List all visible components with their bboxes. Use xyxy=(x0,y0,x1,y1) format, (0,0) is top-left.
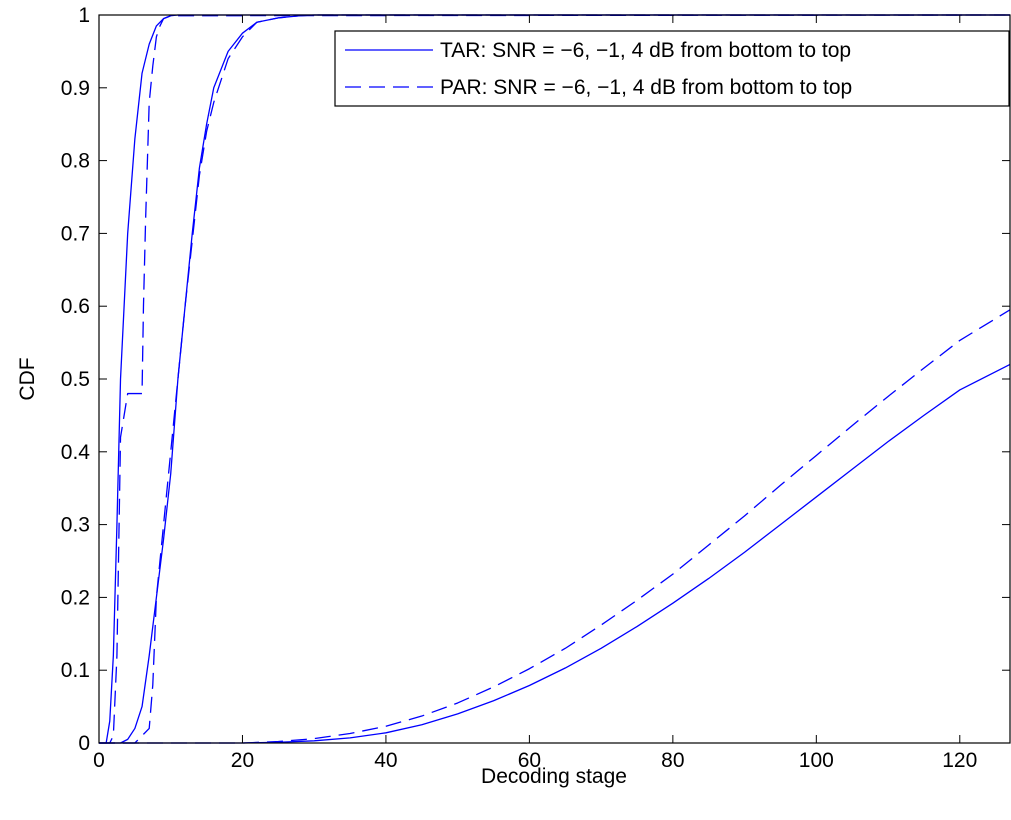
y-tick-label: 0.7 xyxy=(61,222,90,245)
y-tick-label: 0.9 xyxy=(61,77,90,100)
x-axis: 0 20 40 60 80 100 120 xyxy=(93,15,977,772)
y-tick-label: 0.1 xyxy=(61,659,90,682)
series-line-4-dashed xyxy=(99,14,1010,744)
x-tick-label: 20 xyxy=(231,749,254,772)
series-line-2-dashed xyxy=(99,14,1011,744)
y-tick-label: 0 xyxy=(78,732,90,755)
x-tick-label: 120 xyxy=(942,749,977,772)
y-tick-label: 0.6 xyxy=(61,295,90,318)
x-tick-label: 0 xyxy=(93,749,105,772)
series-line-5-solid xyxy=(99,363,1011,744)
y-tick-label: 0.8 xyxy=(61,150,90,173)
y-axis-label: CDF xyxy=(16,357,39,400)
x-tick-label: 100 xyxy=(799,749,834,772)
x-tick-label: 40 xyxy=(374,749,397,772)
x-tick-label: 80 xyxy=(661,749,684,772)
legend-label-tar: TAR: SNR = −6, −1, 4 dB from bottom to t… xyxy=(440,39,851,62)
x-tick-label: 60 xyxy=(518,749,541,772)
y-tick-label: 0.4 xyxy=(61,441,91,464)
legend-label-par: PAR: SNR = −6, −1, 4 dB from bottom to t… xyxy=(440,76,852,99)
y-tick-label: 0.5 xyxy=(61,368,90,391)
legend: TAR: SNR = −6, −1, 4 dB from bottom to t… xyxy=(334,30,1010,107)
x-axis-label: Decoding stage xyxy=(481,765,627,788)
legend-box xyxy=(334,30,1010,107)
y-axis: 0 0.1 0.2 0.3 0.4 0.5 0.6 0.7 0.8 0.9 1 xyxy=(61,4,1010,755)
y-tick-label: 0.3 xyxy=(61,514,90,537)
plot-background xyxy=(99,15,1011,743)
y-tick-label: 1 xyxy=(78,4,90,27)
y-tick-label: 0.2 xyxy=(61,586,90,609)
plot-area xyxy=(98,14,1011,744)
